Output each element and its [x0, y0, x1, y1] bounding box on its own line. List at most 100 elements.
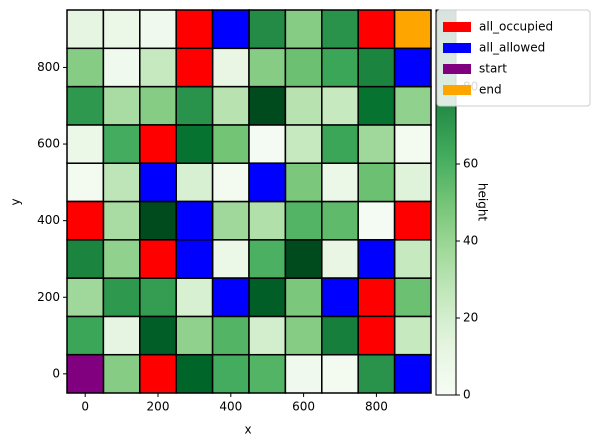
special-cell: [393, 353, 432, 394]
heat-cell: [102, 239, 141, 279]
special-cell: [66, 200, 105, 241]
heat-cell: [175, 162, 214, 203]
heat-cell: [284, 353, 323, 394]
special-cell: [139, 124, 177, 164]
special-cell: [357, 315, 396, 356]
heat-cell: [175, 124, 214, 164]
special-cell: [139, 353, 177, 394]
heat-cell: [357, 47, 396, 88]
heat-cell: [284, 47, 323, 88]
y-tick-label: 0: [52, 366, 60, 380]
legend-swatch: [443, 22, 471, 32]
heat-cell: [211, 124, 250, 164]
heat-cell: [248, 353, 287, 394]
heat-cell: [393, 85, 432, 126]
heat-cell: [284, 162, 323, 203]
heat-cell: [321, 315, 359, 356]
y-tick-label: 800: [37, 60, 60, 74]
legend-box: [436, 9, 591, 107]
heat-cell: [357, 85, 396, 126]
colorbar-tick-label: 0: [463, 388, 471, 402]
special-cell: [211, 277, 250, 318]
heat-cell: [357, 200, 396, 241]
heat-cell: [211, 315, 250, 356]
heat-cell: [248, 9, 287, 50]
heat-cell: [175, 315, 214, 356]
heat-cell: [284, 277, 323, 318]
heat-cell: [102, 277, 141, 318]
heat-cell: [175, 85, 214, 126]
heat-cell: [248, 85, 287, 126]
special-cell: [175, 239, 214, 279]
y-axis-label: y: [9, 198, 23, 205]
heat-cell: [66, 277, 105, 318]
heat-cell: [102, 85, 141, 126]
colorbar-tick-label: 40: [463, 234, 478, 248]
heat-cell: [211, 85, 250, 126]
heat-cell: [211, 162, 250, 203]
heat-cell: [357, 124, 396, 164]
special-cell: [393, 47, 432, 88]
heat-cell: [211, 200, 250, 241]
heat-cell: [321, 47, 359, 88]
heat-cell: [139, 85, 177, 126]
heat-cell: [284, 124, 323, 164]
heat-cell: [211, 353, 250, 394]
x-tick-label: 800: [365, 400, 388, 414]
heat-cell: [211, 239, 250, 279]
heat-cell: [102, 353, 141, 394]
heat-cell: [284, 9, 323, 50]
legend-label: all_allowed: [479, 41, 545, 55]
legend-swatch: [443, 43, 471, 53]
special-cell: [211, 9, 250, 50]
heat-cell: [321, 239, 359, 279]
heat-cell: [102, 315, 141, 356]
y-tick-label: 600: [37, 137, 60, 151]
legend-label: start: [479, 62, 507, 76]
special-cell: [139, 162, 177, 203]
special-cell: [393, 200, 432, 241]
colorbar-tick-label: 20: [463, 311, 478, 325]
heat-cell: [102, 47, 141, 88]
heat-cell: [66, 239, 105, 279]
heat-cell: [102, 9, 141, 50]
heat-cell: [139, 277, 177, 318]
heat-cell: [357, 162, 396, 203]
special-cell: [357, 9, 396, 50]
special-cell: [66, 353, 105, 394]
heat-cell: [102, 124, 141, 164]
heat-cell: [393, 124, 432, 164]
heat-cell: [248, 200, 287, 241]
heat-cell: [284, 239, 323, 279]
colorbar-tick-label: 60: [463, 157, 478, 171]
heat-cell: [139, 47, 177, 88]
heat-cell: [66, 315, 105, 356]
heat-cell: [393, 277, 432, 318]
special-cell: [357, 239, 396, 279]
colorbar-label: height: [476, 183, 490, 222]
heat-cell: [321, 162, 359, 203]
x-tick-label: 200: [147, 400, 170, 414]
heat-cell: [102, 200, 141, 241]
heat-cell: [284, 315, 323, 356]
heat-cell: [321, 9, 359, 50]
heat-cell: [248, 124, 287, 164]
heat-cell: [139, 200, 177, 241]
heat-cell: [393, 162, 432, 203]
special-cell: [175, 47, 214, 88]
heat-cell: [102, 162, 141, 203]
x-tick-label: 600: [292, 400, 315, 414]
heat-cell: [139, 9, 177, 50]
heat-cell: [321, 200, 359, 241]
heat-cell: [175, 277, 214, 318]
heat-cell: [321, 85, 359, 126]
special-cell: [139, 239, 177, 279]
y-tick-label: 400: [37, 213, 60, 227]
legend-label: end: [479, 83, 502, 97]
special-cell: [175, 9, 214, 50]
special-cell: [357, 277, 396, 318]
plot-frame: [66, 9, 432, 394]
legend-swatch: [443, 85, 471, 95]
y-tick-label: 200: [37, 290, 60, 304]
